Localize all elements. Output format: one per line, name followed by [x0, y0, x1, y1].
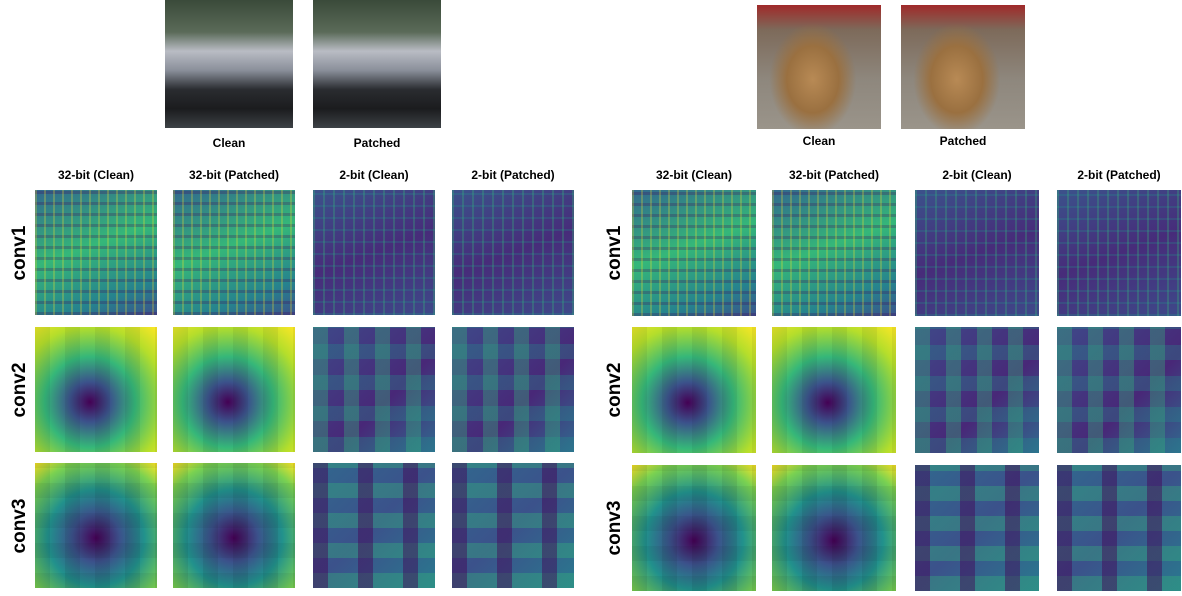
input-label: Patched	[353, 136, 401, 150]
row-label: conv2	[604, 362, 625, 418]
feature-map	[772, 190, 896, 316]
feature-map	[313, 190, 435, 315]
feature-map	[915, 190, 1039, 316]
row-label: conv1	[9, 225, 30, 280]
row-label: conv3	[9, 498, 30, 553]
feature-map	[772, 327, 896, 453]
column-header: 2-bit (Patched)	[471, 168, 555, 182]
row-label: conv1	[604, 225, 625, 281]
input-image	[757, 5, 881, 129]
feature-map	[772, 465, 896, 591]
input-label: Clean	[212, 136, 246, 150]
column-header: 2-bit (Patched)	[1077, 168, 1161, 182]
input-image	[901, 5, 1025, 129]
column-header: 2-bit (Clean)	[339, 168, 409, 182]
column-header: 2-bit (Clean)	[942, 168, 1012, 182]
feature-map	[452, 463, 574, 588]
row-label: conv2	[9, 362, 30, 417]
feature-map	[173, 327, 295, 452]
feature-map	[915, 327, 1039, 453]
column-header: 32-bit (Patched)	[788, 168, 879, 182]
feature-map	[35, 463, 157, 588]
column-header: 32-bit (Clean)	[655, 168, 732, 182]
feature-map	[35, 327, 157, 452]
feature-map	[1057, 327, 1181, 453]
feature-map	[632, 465, 756, 591]
feature-map	[452, 190, 574, 315]
row-label: conv3	[604, 500, 625, 556]
feature-map	[313, 327, 435, 452]
input-image	[313, 0, 441, 128]
feature-map	[632, 190, 756, 316]
column-header: 32-bit (Patched)	[188, 168, 279, 182]
input-label: Clean	[802, 134, 836, 148]
feature-map	[173, 190, 295, 315]
feature-map	[313, 463, 435, 588]
input-image	[165, 0, 293, 128]
feature-map	[173, 463, 295, 588]
column-header: 32-bit (Clean)	[57, 168, 134, 182]
feature-map	[1057, 465, 1181, 591]
feature-map	[632, 327, 756, 453]
feature-map	[1057, 190, 1181, 316]
feature-map	[452, 327, 574, 452]
feature-map	[915, 465, 1039, 591]
input-label: Patched	[939, 134, 987, 148]
feature-map	[35, 190, 157, 315]
